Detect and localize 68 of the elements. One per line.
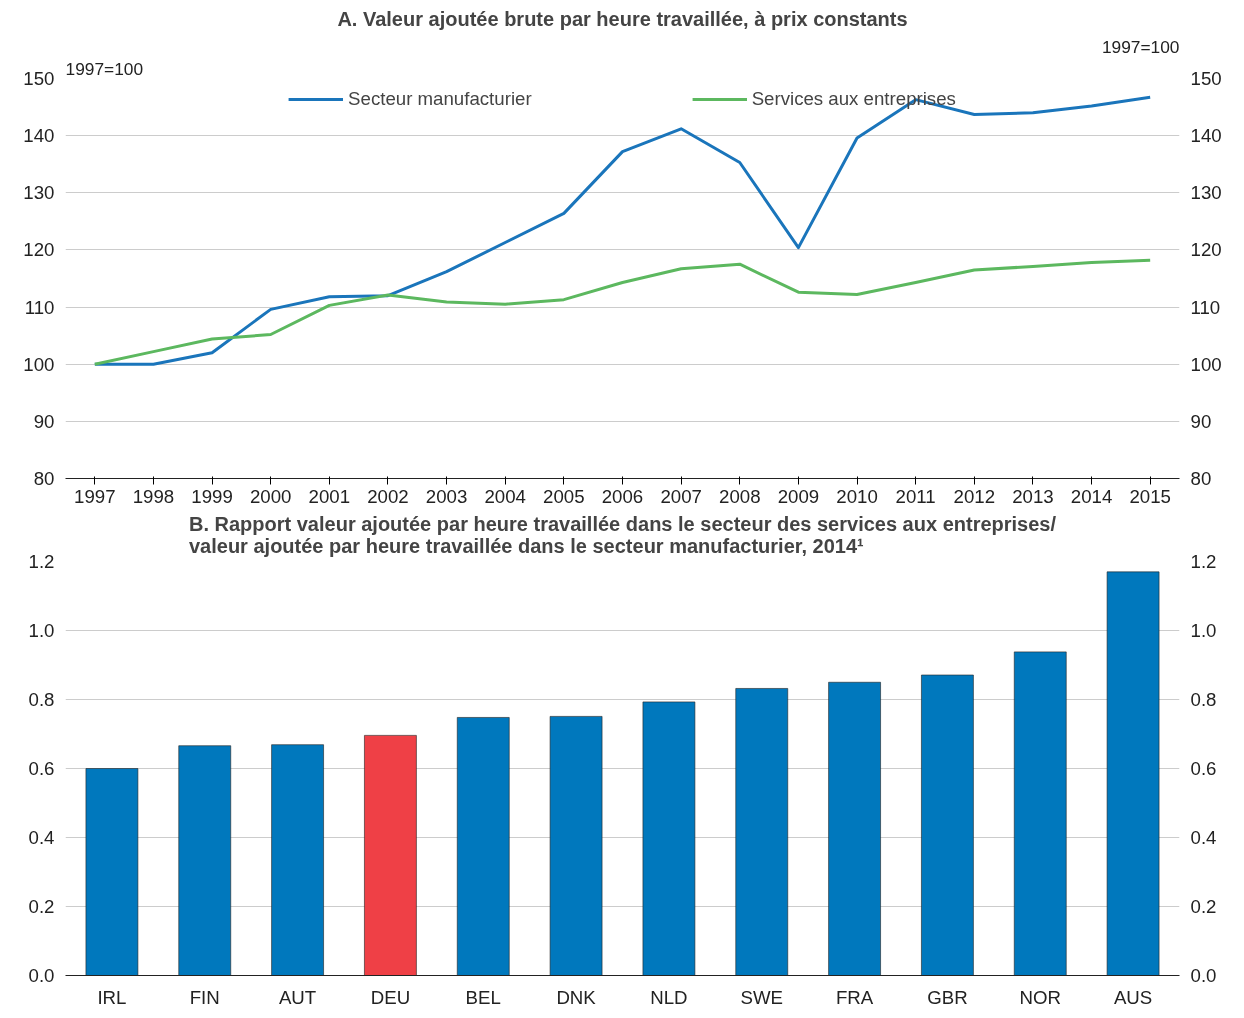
x-tick-label: 2003 bbox=[425, 485, 468, 507]
x-tick-label: 2013 bbox=[1012, 485, 1054, 507]
x-tick-label: 2011 bbox=[895, 485, 936, 507]
x-tick-label: AUS bbox=[1113, 986, 1153, 1008]
x-tick-label: 2001 bbox=[308, 485, 351, 507]
x-tick-label: 2006 bbox=[601, 485, 644, 507]
x-tick-label: DNK bbox=[556, 986, 597, 1008]
x-tick-label: SWE bbox=[740, 986, 783, 1008]
y2-tick-label: 0.0 bbox=[1190, 965, 1217, 986]
x-tick-label: 2005 bbox=[543, 485, 585, 507]
x-tick-label: GBR bbox=[927, 986, 968, 1008]
x-tick-label: FIN bbox=[189, 986, 220, 1008]
x-tick-label: 2004 bbox=[484, 485, 526, 507]
x-tick-label: FRA bbox=[835, 986, 874, 1008]
y2-axis-title: 1997=100 bbox=[1101, 36, 1180, 57]
y-axis-title: 1997=100 bbox=[65, 58, 144, 79]
y-tick-label: 110 bbox=[24, 296, 55, 318]
y-tick-label: 150 bbox=[23, 68, 55, 89]
x-tick-label: DEU bbox=[370, 986, 411, 1008]
line-series bbox=[93, 258, 1152, 366]
y-tick-label: 90 bbox=[33, 410, 55, 432]
x-tick-label: IRL bbox=[97, 986, 127, 1008]
y2-tick-label: 100 bbox=[1190, 353, 1222, 375]
y-tick-label: 1.0 bbox=[28, 620, 55, 641]
y-tick-label: 0.0 bbox=[28, 965, 55, 986]
legend-label: Secteur manufacturier bbox=[348, 88, 532, 110]
y2-tick-label: 130 bbox=[1190, 182, 1222, 204]
y2-tick-label: 0.8 bbox=[1190, 689, 1217, 710]
chart-title: A. Valeur ajoutée brute par heure travaillée, à prix constants bbox=[337, 7, 908, 30]
x-tick-label: 2010 bbox=[836, 485, 878, 507]
x-tick-label: NLD bbox=[650, 986, 688, 1008]
y2-tick-label: 0.4 bbox=[1190, 827, 1217, 848]
x-tick-label: 1999 bbox=[191, 485, 233, 507]
y2-tick-label: 0.6 bbox=[1190, 758, 1217, 779]
x-tick-label: 2012 bbox=[953, 485, 996, 507]
y2-tick-label: 80 bbox=[1190, 468, 1212, 489]
y2-tick-label: 140 bbox=[1190, 125, 1222, 147]
x-tick-label: 2014 bbox=[1070, 485, 1113, 507]
x-tick-label: 2009 bbox=[777, 485, 820, 507]
y-tick-label: 140 bbox=[23, 125, 55, 147]
x-tick-label: 2002 bbox=[367, 485, 409, 507]
y-tick-label: 130 bbox=[23, 182, 55, 204]
legend-label: Services aux entreprises bbox=[751, 88, 956, 110]
x-tick-label: 2008 bbox=[719, 485, 761, 507]
x-tick-label: 2007 bbox=[660, 485, 702, 507]
y2-tick-label: 0.2 bbox=[1190, 896, 1217, 917]
y-tick-label: 1.2 bbox=[28, 551, 55, 572]
y-tick-label: 0.2 bbox=[28, 896, 55, 917]
y-tick-label: 0.4 bbox=[28, 827, 55, 848]
x-tick-label: AUT bbox=[278, 986, 317, 1008]
x-tick-label: 2015 bbox=[1129, 485, 1171, 507]
y2-tick-label: 90 bbox=[1190, 410, 1212, 432]
y2-tick-label: 150 bbox=[1190, 68, 1222, 89]
chart-title: B. Rapport valeur ajoutée par heure travaillée dans le secteur des services aux entreprises/ valeur ajoutée par heure travaillée dans le secteur manufacturier, 2014¹ bbox=[188, 512, 1057, 557]
x-tick-label: BEL bbox=[465, 986, 501, 1008]
y2-tick-label: 1.2 bbox=[1190, 551, 1217, 572]
y-tick-label: 100 bbox=[23, 353, 55, 375]
y-tick-label: 0.8 bbox=[28, 689, 55, 710]
y2-tick-label: 110 bbox=[1190, 296, 1221, 318]
x-tick-label: 2000 bbox=[249, 485, 292, 507]
y-tick-label: 0.6 bbox=[28, 758, 55, 779]
x-tick-label: NOR bbox=[1019, 986, 1061, 1008]
y-tick-label: 80 bbox=[33, 468, 55, 489]
y-tick-label: 120 bbox=[23, 239, 55, 261]
y2-tick-label: 120 bbox=[1190, 239, 1222, 261]
x-tick-label: 1998 bbox=[132, 485, 175, 507]
y2-tick-label: 1.0 bbox=[1190, 620, 1217, 641]
x-tick-label: 1997 bbox=[74, 485, 116, 507]
